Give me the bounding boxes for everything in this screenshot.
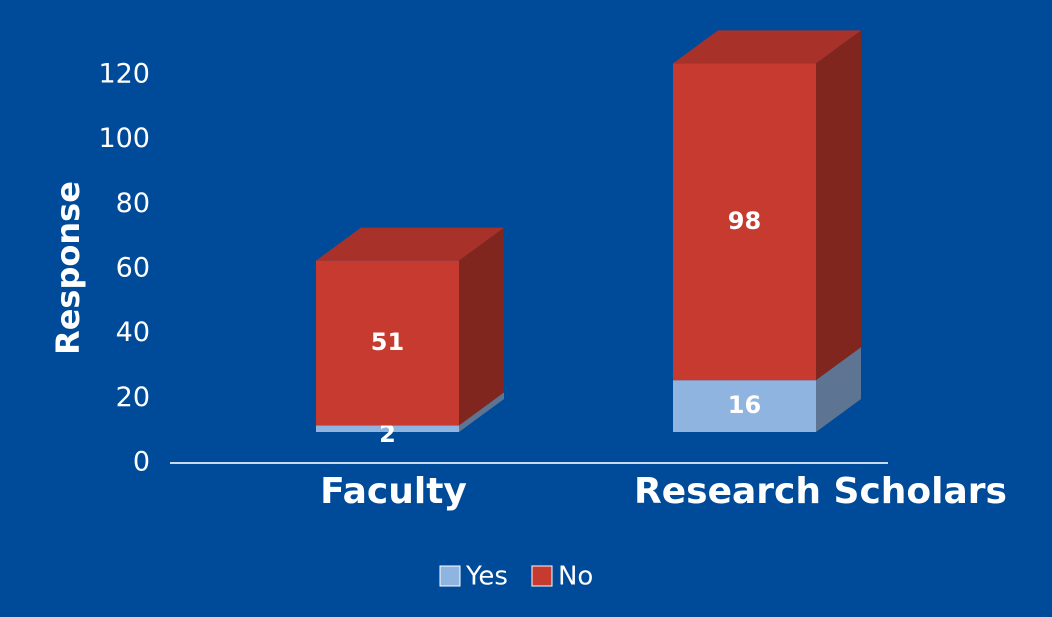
y-tick-label: 40 <box>116 317 150 348</box>
y-tick-label: 80 <box>116 188 150 219</box>
bar-top <box>673 30 861 64</box>
y-axis-label: Response <box>49 181 87 355</box>
legend-swatch <box>439 565 461 587</box>
bar-side <box>816 30 861 381</box>
data-label: 16 <box>728 391 761 419</box>
legend-label: No <box>558 562 593 592</box>
data-label: 98 <box>728 207 761 235</box>
legend-swatch <box>531 565 553 587</box>
legend-label: Yes <box>465 562 508 592</box>
bar-side <box>459 227 504 426</box>
y-tick-label: 60 <box>116 253 150 284</box>
x-tick-label: Faculty <box>320 471 467 512</box>
x-tick-label: Research Scholars <box>634 471 1007 512</box>
data-label: 2 <box>379 420 396 448</box>
bar <box>316 260 459 426</box>
bar-side <box>459 392 504 432</box>
data-label: 51 <box>371 328 404 356</box>
bar-side <box>816 347 861 432</box>
bar-top <box>316 227 504 261</box>
bar <box>673 380 816 432</box>
y-tick-label: 0 <box>133 447 150 478</box>
y-tick-label: 20 <box>116 382 150 413</box>
y-tick-label: 100 <box>98 123 150 154</box>
bar <box>673 63 816 381</box>
bar <box>316 425 459 432</box>
y-tick-label: 120 <box>98 59 150 90</box>
